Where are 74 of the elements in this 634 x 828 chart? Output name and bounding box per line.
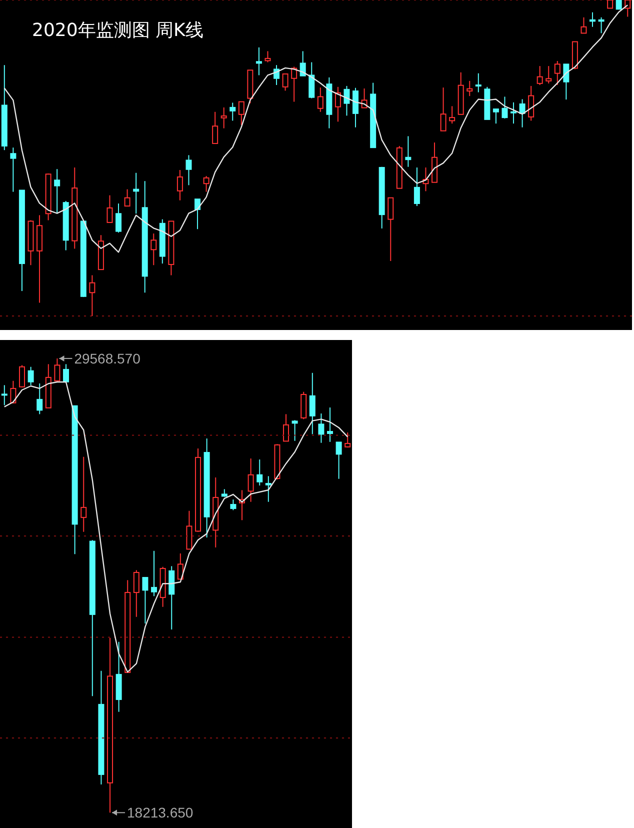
candlestick — [36, 382, 43, 415]
candlestick — [554, 60, 560, 86]
candlestick — [80, 456, 87, 532]
candlestick — [616, 0, 622, 10]
candlestick — [168, 566, 175, 630]
candlestick — [317, 87, 324, 112]
candlestick — [63, 364, 70, 384]
candlestick — [220, 106, 227, 129]
candlestick — [256, 458, 263, 486]
candlestick — [10, 380, 16, 404]
candlestick — [309, 372, 316, 435]
candlestick — [248, 458, 254, 502]
candlestick — [133, 570, 140, 618]
candlestick — [466, 80, 473, 97]
candlestick — [54, 358, 60, 382]
candlestick — [150, 233, 157, 266]
candlestick — [203, 176, 210, 192]
candlestick — [212, 111, 218, 144]
candlestick — [186, 154, 192, 186]
candlestick — [186, 510, 192, 550]
candlestick — [388, 197, 394, 262]
candlestick — [89, 274, 96, 316]
candlestick — [265, 476, 272, 502]
candlestick — [133, 172, 140, 214]
candlestick — [28, 366, 34, 386]
candlestick — [282, 73, 288, 92]
annotation: 18213.650 — [127, 804, 194, 821]
candlestick — [19, 364, 26, 388]
candlestick — [54, 168, 60, 214]
candlestick — [291, 66, 298, 102]
candlestick — [563, 64, 570, 100]
candlestick — [124, 188, 130, 207]
candlestick — [256, 46, 262, 76]
candlestick — [327, 406, 334, 442]
candlestick — [502, 96, 508, 119]
candlestick — [598, 16, 604, 34]
candlestick — [449, 106, 456, 124]
candlestick — [352, 87, 359, 128]
candlestick — [274, 64, 280, 86]
candlestick — [230, 102, 236, 122]
candlestick — [475, 72, 482, 93]
candlestick — [194, 198, 201, 230]
candlestick — [151, 550, 158, 597]
candlestick — [300, 50, 306, 76]
candlestick — [546, 66, 552, 84]
candlestick — [176, 170, 183, 201]
candlestick — [580, 16, 587, 34]
candlestick — [1, 384, 8, 406]
candlestick — [590, 12, 596, 28]
candlestick — [405, 136, 412, 168]
candlestick — [292, 420, 298, 442]
candlestick — [283, 414, 290, 442]
candlestick — [300, 391, 307, 420]
candlestick — [318, 412, 324, 444]
candlestick — [334, 86, 341, 122]
candlestick — [414, 166, 420, 207]
candlestick — [230, 498, 236, 511]
candlestick — [142, 576, 148, 624]
candlestick — [238, 101, 244, 126]
candlestick — [106, 194, 113, 223]
candlestick — [492, 108, 499, 124]
candlestick — [336, 442, 342, 480]
annotation: 29568.570 — [74, 350, 141, 366]
candlestick — [308, 62, 315, 99]
candlestick — [344, 85, 350, 116]
candlestick — [116, 203, 122, 234]
candlestick — [10, 147, 16, 192]
candlestick — [440, 87, 446, 132]
candlestick — [177, 552, 184, 580]
candlestick — [528, 85, 534, 122]
candlestick — [536, 66, 543, 86]
candlestick — [510, 102, 517, 124]
candlestick — [264, 50, 271, 63]
text: 2020年监测图 周K线 — [32, 19, 204, 42]
